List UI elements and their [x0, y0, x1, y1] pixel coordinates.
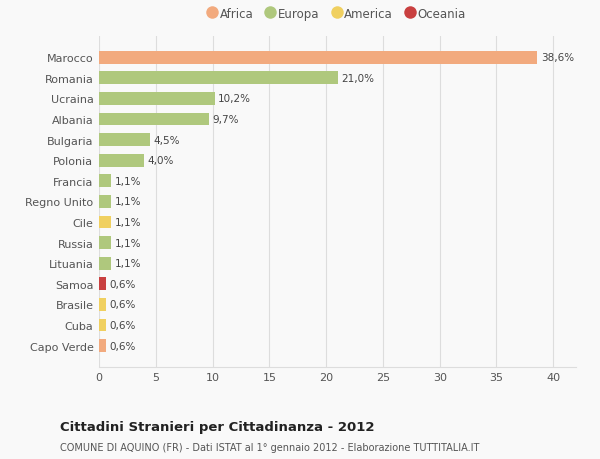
Text: 21,0%: 21,0%: [341, 74, 374, 84]
Bar: [99, 52, 538, 64]
Text: COMUNE DI AQUINO (FR) - Dati ISTAT al 1° gennaio 2012 - Elaborazione TUTTITALIA.: COMUNE DI AQUINO (FR) - Dati ISTAT al 1°…: [60, 442, 479, 452]
Text: 9,7%: 9,7%: [212, 115, 239, 125]
Text: 1,1%: 1,1%: [115, 238, 142, 248]
Bar: [99, 113, 209, 126]
Bar: [99, 237, 112, 249]
Text: 1,1%: 1,1%: [115, 258, 142, 269]
Bar: [99, 340, 106, 352]
Text: 0,6%: 0,6%: [109, 300, 136, 310]
Text: Cittadini Stranieri per Cittadinanza - 2012: Cittadini Stranieri per Cittadinanza - 2…: [60, 420, 374, 433]
Bar: [99, 93, 215, 106]
Text: 38,6%: 38,6%: [541, 53, 574, 63]
Bar: [99, 216, 112, 229]
Text: 4,0%: 4,0%: [148, 156, 174, 166]
Bar: [99, 175, 112, 188]
Text: 4,5%: 4,5%: [154, 135, 180, 146]
Bar: [99, 257, 112, 270]
Text: 0,6%: 0,6%: [109, 279, 136, 289]
Text: 10,2%: 10,2%: [218, 94, 251, 104]
Text: 0,6%: 0,6%: [109, 341, 136, 351]
Text: 1,1%: 1,1%: [115, 218, 142, 228]
Text: 1,1%: 1,1%: [115, 197, 142, 207]
Text: 0,6%: 0,6%: [109, 320, 136, 330]
Text: 1,1%: 1,1%: [115, 176, 142, 186]
Bar: [99, 298, 106, 311]
Bar: [99, 72, 337, 85]
Bar: [99, 319, 106, 332]
Bar: [99, 134, 150, 147]
Bar: [99, 155, 145, 167]
Legend: Africa, Europa, America, Oceania: Africa, Europa, America, Oceania: [205, 4, 470, 24]
Bar: [99, 278, 106, 291]
Bar: [99, 196, 112, 208]
